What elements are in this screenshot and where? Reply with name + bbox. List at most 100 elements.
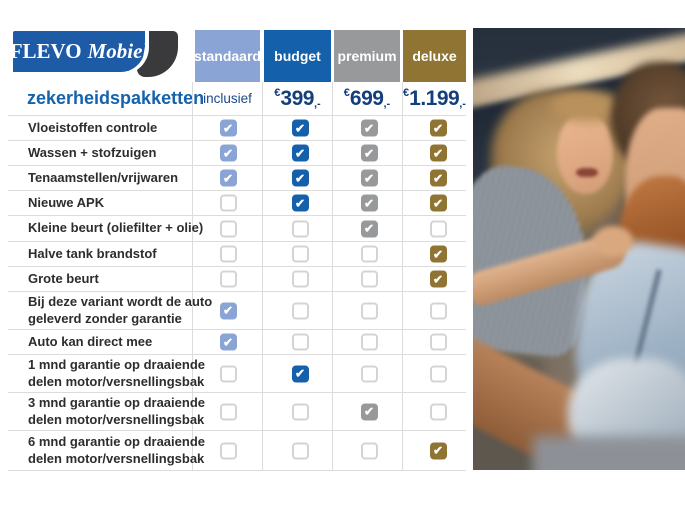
checkbox-deluxe-row5[interactable] <box>429 220 447 237</box>
checkbox-standaard-row12[interactable] <box>219 442 237 459</box>
column-header-budget: budget <box>264 30 331 82</box>
row-label: Halve tank brandstof <box>28 245 157 261</box>
checkbox-premium-row10[interactable] <box>360 365 378 382</box>
checkbox-budget-row2[interactable]: ✔ <box>291 144 309 162</box>
checkbox-deluxe-row10[interactable] <box>429 365 447 382</box>
price-budget: €399 ,- <box>264 82 331 115</box>
brand-name-suffix: Mobiel <box>87 39 149 63</box>
checkbox-deluxe-row3[interactable]: ✔ <box>429 169 447 187</box>
checkbox-budget-row1[interactable]: ✔ <box>291 119 309 137</box>
checkbox-deluxe-row9[interactable] <box>429 333 447 351</box>
checkbox-premium-row2[interactable]: ✔ <box>360 144 378 162</box>
checkbox-premium-row4[interactable]: ✔ <box>360 194 378 212</box>
row-label: Tenaamstellen/vrijwaren <box>28 169 179 185</box>
price-suffix: ,- <box>383 98 391 110</box>
checkbox-deluxe-row4[interactable]: ✔ <box>429 194 447 212</box>
checkbox-standaard-row4[interactable] <box>219 194 237 212</box>
checkbox-budget-row3[interactable]: ✔ <box>291 169 309 187</box>
checkbox-premium-row6[interactable] <box>360 245 378 263</box>
row-label: Vloeistoffen controle <box>28 119 158 135</box>
row-label: 1 mnd garantie op draaiende delen motor/… <box>28 357 205 389</box>
row-label: 6 mnd garantie op draaiende delen motor/… <box>28 434 205 466</box>
checkbox-premium-row1[interactable]: ✔ <box>360 119 378 137</box>
checkbox-deluxe-row8[interactable] <box>429 302 447 319</box>
row-label: Kleine beurt (oliefilter + olie) <box>28 220 204 236</box>
price-suffix: ,- <box>313 98 321 110</box>
price-amount: 699 <box>349 86 384 110</box>
checkbox-standaard-row9[interactable]: ✔ <box>219 333 237 351</box>
table-row: Vloeistoffen controle ✔ ✔ ✔ ✔ <box>8 116 466 141</box>
table-row: Tenaamstellen/vrijwaren ✔ ✔ ✔ ✔ <box>8 166 466 191</box>
checkbox-deluxe-row2[interactable]: ✔ <box>429 144 447 162</box>
logo-box: FLEVO Mobiel <box>9 31 149 75</box>
checkbox-standaard-row3[interactable]: ✔ <box>219 169 237 187</box>
checkbox-standaard-row5[interactable] <box>219 220 237 237</box>
page-title: zekerheidspakketten <box>27 88 205 108</box>
checkbox-deluxe-row7[interactable]: ✔ <box>429 270 447 288</box>
table-row: Nieuwe APK ✔ ✔ ✔ <box>8 191 466 216</box>
currency-symbol: € <box>403 87 410 99</box>
table-row: 6 mnd garantie op draaiende delen motor/… <box>8 431 466 471</box>
vertical-divider <box>192 82 193 470</box>
checkbox-premium-row3[interactable]: ✔ <box>360 169 378 187</box>
row-label: Bij deze variant wordt de auto geleverd … <box>28 294 213 326</box>
price-standaard: inclusief <box>203 91 252 106</box>
table-row: 1 mnd garantie op draaiende delen motor/… <box>8 355 466 393</box>
vertical-divider <box>402 82 403 470</box>
row-label: Auto kan direct mee <box>28 333 153 349</box>
hero-photo <box>473 28 685 470</box>
checkbox-budget-row4[interactable]: ✔ <box>291 194 309 212</box>
currency-symbol: € <box>274 87 281 99</box>
checkbox-premium-row12[interactable] <box>360 442 378 459</box>
checkbox-standaard-row11[interactable] <box>219 403 237 420</box>
checkbox-budget-row11[interactable] <box>291 403 309 420</box>
table-row: Kleine beurt (oliefilter + olie) ✔ <box>8 216 466 242</box>
photo-shape-ph-wsmile <box>576 168 598 177</box>
table-row: Wassen + stofzuigen ✔ ✔ ✔ ✔ <box>8 141 466 166</box>
vertical-divider <box>332 82 333 470</box>
row-label: Grote beurt <box>28 270 99 286</box>
comparison-table: Vloeistoffen controle ✔ ✔ ✔ ✔ Wassen + stofzu… <box>8 115 466 471</box>
checkbox-premium-row9[interactable] <box>360 333 378 351</box>
checkbox-budget-row5[interactable] <box>291 220 309 237</box>
checkbox-standaard-row10[interactable] <box>219 365 237 382</box>
checkbox-deluxe-row6[interactable]: ✔ <box>429 245 447 263</box>
checkbox-budget-row6[interactable] <box>291 245 309 263</box>
vertical-divider <box>262 82 263 470</box>
currency-symbol: € <box>343 87 350 99</box>
column-header-premium: premium <box>334 30 400 82</box>
price-premium: €699 ,- <box>334 82 400 115</box>
checkbox-standaard-row7[interactable] <box>219 270 237 288</box>
price-suffix: ,- <box>459 98 466 110</box>
checkbox-budget-row12[interactable] <box>291 442 309 459</box>
row-label: 3 mnd garantie op draaiende delen motor/… <box>28 395 205 427</box>
price-deluxe: €1.199 ,- <box>403 82 466 115</box>
row-label: Wassen + stofzuigen <box>28 144 157 160</box>
checkbox-standaard-row2[interactable]: ✔ <box>219 144 237 162</box>
checkbox-standaard-row6[interactable] <box>219 245 237 263</box>
checkbox-budget-row7[interactable] <box>291 270 309 288</box>
table-row: Bij deze variant wordt de auto geleverd … <box>8 292 466 330</box>
photo-shape-ph-whand <box>593 226 633 256</box>
checkbox-budget-row9[interactable] <box>291 333 309 351</box>
checkbox-standaard-row8[interactable]: ✔ <box>219 302 237 319</box>
price-amount: 399 <box>280 86 314 110</box>
checkbox-premium-row7[interactable] <box>360 270 378 288</box>
checkbox-budget-row8[interactable] <box>291 302 309 319</box>
checkbox-deluxe-row11[interactable] <box>429 403 447 420</box>
price-amount: 1.199 <box>409 86 460 110</box>
brand-name: FLEVO <box>9 39 82 63</box>
row-label: Nieuwe APK <box>28 194 105 210</box>
checkbox-deluxe-row12[interactable]: ✔ <box>429 442 447 459</box>
photo-shape-ph-bot <box>533 436 685 470</box>
column-header-standaard: standaard <box>194 30 261 82</box>
checkbox-premium-row11[interactable]: ✔ <box>360 403 378 420</box>
checkbox-standaard-row1[interactable]: ✔ <box>219 119 237 137</box>
checkbox-budget-row10[interactable]: ✔ <box>291 365 309 382</box>
column-header-deluxe: deluxe <box>403 30 466 82</box>
checkbox-deluxe-row1[interactable]: ✔ <box>429 119 447 137</box>
checkbox-premium-row5[interactable]: ✔ <box>360 220 378 237</box>
table-row: Grote beurt ✔ <box>8 267 466 292</box>
checkbox-premium-row8[interactable] <box>360 302 378 319</box>
table-row: Halve tank brandstof ✔ <box>8 242 466 267</box>
